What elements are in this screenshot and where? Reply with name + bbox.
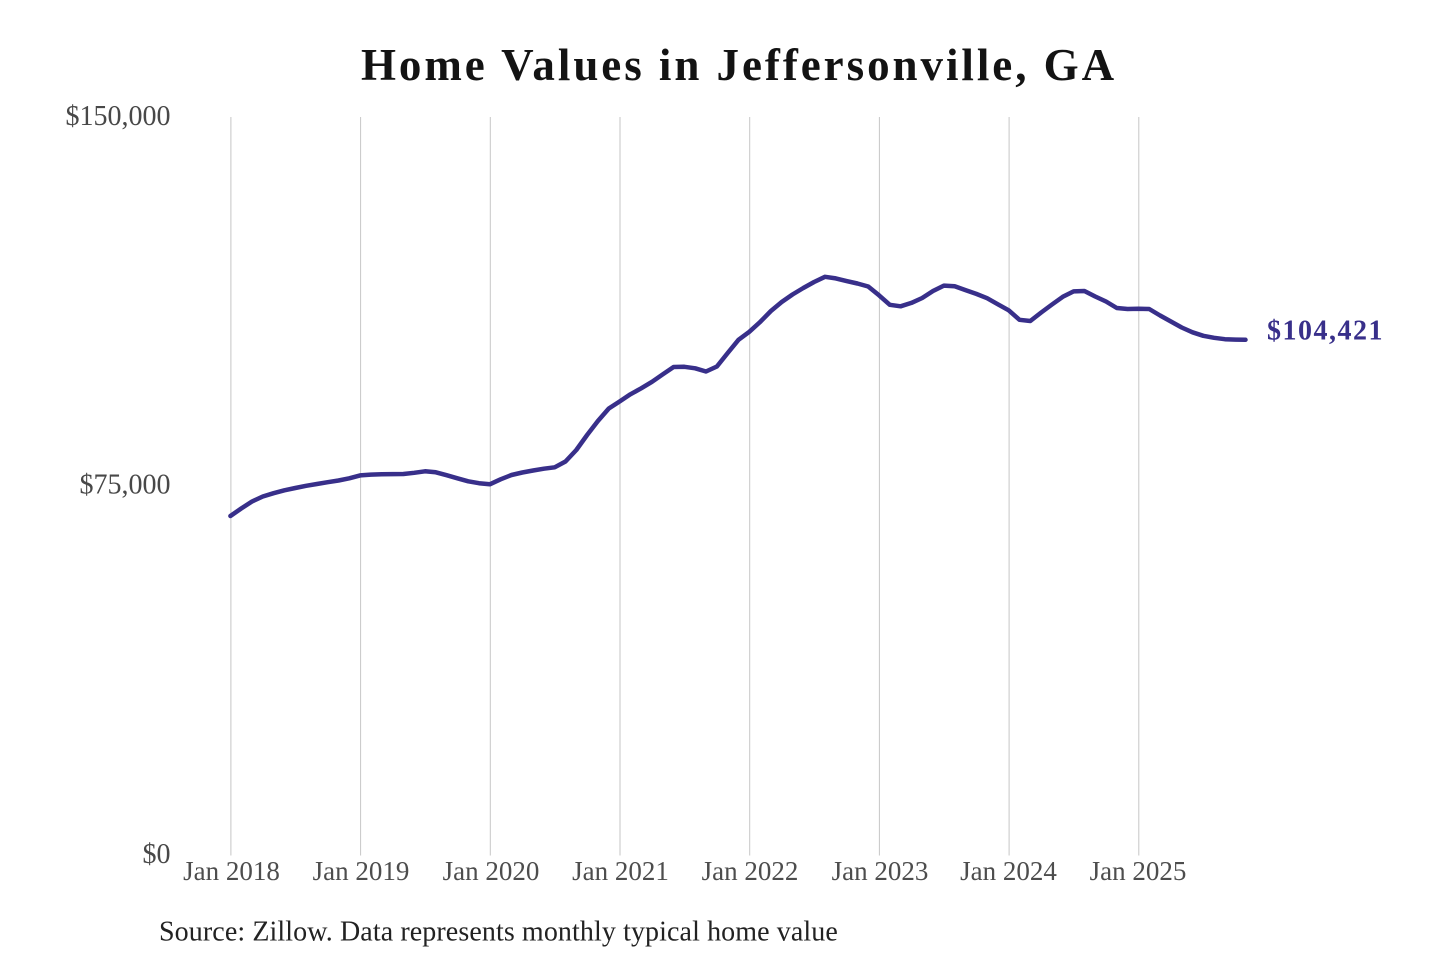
svg-text:$150,000: $150,000 (66, 101, 171, 132)
svg-text:Source: Zillow. Data represent: Source: Zillow. Data represents monthly … (159, 917, 838, 948)
svg-text:Jan 2019: Jan 2019 (313, 856, 410, 886)
svg-text:Jan 2025: Jan 2025 (1090, 856, 1187, 886)
svg-text:Jan 2022: Jan 2022 (702, 856, 799, 886)
svg-text:Jan 2024: Jan 2024 (960, 856, 1057, 886)
svg-text:Home Values in Jeffersonville,: Home Values in Jeffersonville, GA (361, 40, 1117, 90)
svg-text:$0: $0 (143, 839, 171, 870)
svg-text:Jan 2021: Jan 2021 (572, 856, 669, 886)
svg-text:Jan 2018: Jan 2018 (183, 856, 280, 886)
svg-text:Jan 2023: Jan 2023 (832, 856, 929, 886)
svg-text:Jan 2020: Jan 2020 (443, 856, 540, 886)
svg-text:$104,421: $104,421 (1267, 316, 1384, 347)
svg-text:$75,000: $75,000 (80, 470, 171, 501)
